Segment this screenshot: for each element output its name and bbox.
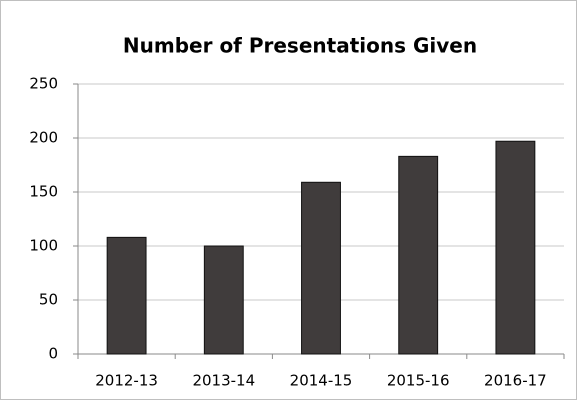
x-tick-label: 2015-16 — [387, 372, 450, 390]
y-tick-label: 250 — [29, 75, 58, 93]
bar — [495, 140, 536, 355]
x-tick-label: 2016-17 — [484, 372, 547, 390]
y-tick-label: 200 — [29, 129, 58, 147]
chart-title: Number of Presentations Given — [123, 34, 477, 58]
x-tick-label: 2014-15 — [290, 372, 353, 390]
bar — [106, 236, 147, 355]
x-tick-label: 2013-14 — [192, 372, 255, 390]
y-tick-label: 150 — [29, 183, 58, 201]
bar — [301, 181, 341, 355]
bar — [398, 155, 439, 355]
bar — [203, 245, 244, 355]
y-tick-label: 100 — [29, 237, 58, 255]
x-tick-label: 2012-13 — [95, 372, 158, 390]
y-tick-label: 0 — [48, 345, 58, 363]
y-tick-label: 50 — [39, 291, 58, 309]
